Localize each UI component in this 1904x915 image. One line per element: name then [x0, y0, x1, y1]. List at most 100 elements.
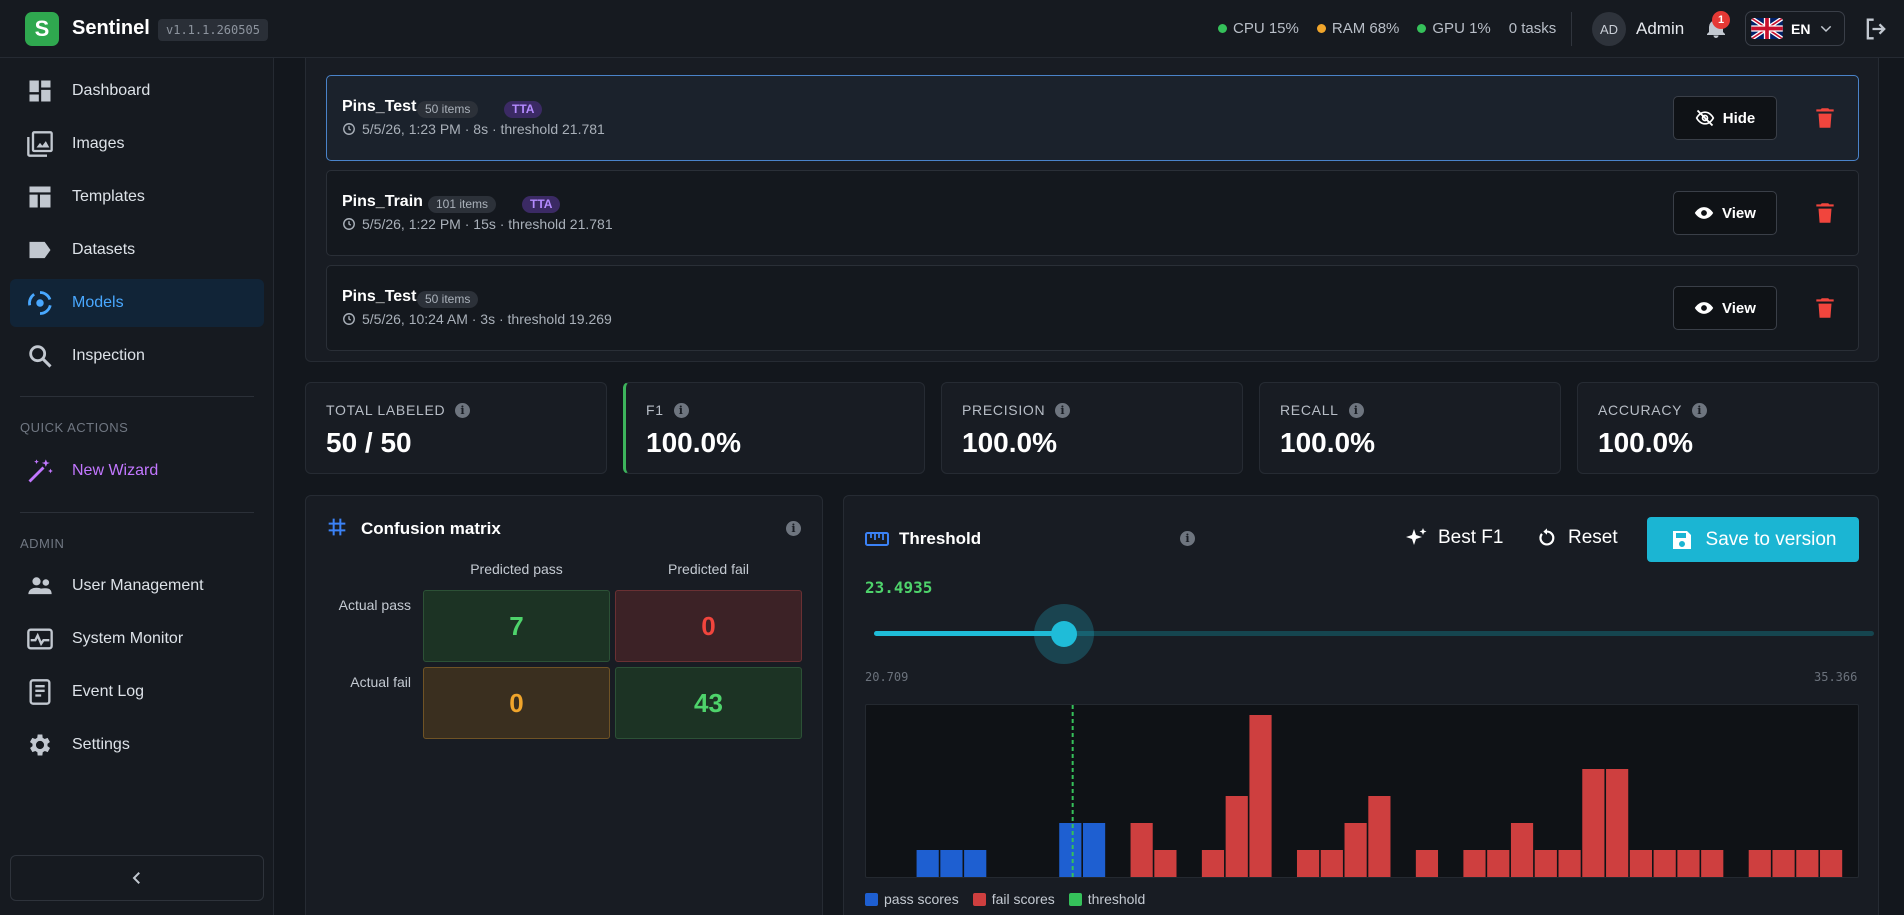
legend-label: fail scores — [991, 891, 1055, 907]
models-icon — [28, 291, 52, 315]
tasks-stat[interactable]: 0 tasks — [1508, 20, 1557, 37]
fail-score-bar — [1201, 850, 1225, 877]
view-run-button[interactable]: View — [1673, 191, 1777, 235]
fail-score-bar — [1820, 850, 1843, 877]
user-name[interactable]: Admin — [1636, 19, 1685, 38]
language-code: EN — [1791, 20, 1811, 37]
kpi-label-text: ACCURACY — [1598, 402, 1683, 418]
reset-button[interactable]: Reset — [1536, 516, 1618, 560]
run-card[interactable]: Pins_Train 101 items TTA 5/5/26, 1:22 PM… — [326, 170, 1859, 256]
legend-swatch — [972, 892, 986, 906]
fail-score-bar — [1344, 823, 1367, 877]
divider — [20, 512, 254, 513]
sidebar-item-label: Event Log — [72, 683, 145, 700]
legend-label: threshold — [1087, 891, 1146, 907]
logout-icon[interactable] — [1862, 15, 1890, 43]
best-f1-button[interactable]: Best F1 — [1404, 516, 1503, 560]
app-name: Sentinel — [72, 17, 150, 39]
slider-min-label: 20.709 — [865, 670, 909, 684]
info-icon[interactable]: i — [1180, 531, 1195, 546]
divider — [20, 396, 254, 397]
fail-score-bar — [1296, 850, 1320, 877]
view-run-button[interactable]: View — [1673, 286, 1777, 330]
tta-badge: TTA — [504, 101, 543, 118]
sidebar-item-system-monitor[interactable]: System Monitor — [10, 615, 264, 663]
search-icon — [29, 345, 52, 368]
cell-true-fail[interactable]: 43 — [615, 667, 802, 739]
fail-score-bar — [1415, 850, 1439, 877]
fail-score-bar — [1629, 850, 1652, 877]
button-label: Hide — [1722, 109, 1756, 127]
row-header-actual-pass: Actual pass — [338, 597, 411, 613]
delete-icon[interactable] — [1812, 105, 1838, 131]
score-histogram — [865, 704, 1859, 879]
button-label: View — [1722, 299, 1756, 317]
collapse-sidebar-button[interactable] — [10, 855, 264, 901]
sidebar-item-datasets[interactable]: Datasets — [10, 226, 264, 274]
monitor-icon — [27, 628, 53, 650]
gpu-stat: GPU 1% — [1417, 20, 1491, 37]
run-card[interactable]: Pins_Test 50 items TTA 5/5/26, 1:23 PM ·… — [326, 75, 1859, 161]
fail-score-bar — [1249, 715, 1272, 877]
sidebar-item-templates[interactable]: Templates — [10, 173, 264, 221]
sidebar-item-settings[interactable]: Settings — [10, 721, 264, 769]
run-card[interactable]: Pins_Test 50 items 5/5/26, 10:24 AM · 3s… — [326, 265, 1859, 351]
info-icon[interactable]: i — [1348, 402, 1364, 418]
dashboard-icon — [29, 80, 51, 102]
delete-icon[interactable] — [1812, 295, 1838, 321]
kpi-card-accuracy: ACCURACY i 100.0% — [1577, 382, 1879, 474]
fail-score-bar — [1606, 769, 1629, 877]
pass-score-bar — [940, 850, 963, 877]
event-log-icon — [29, 679, 51, 705]
kpi-label: TOTAL LABELED i — [326, 402, 471, 418]
eye-off-icon — [1695, 109, 1714, 127]
kpi-value: 100.0% — [646, 427, 741, 458]
sidebar-item-label: Settings — [72, 736, 130, 753]
cpu-stat: CPU 15% — [1218, 20, 1299, 37]
pass-score-bar — [1059, 823, 1082, 877]
gpu-status-dot — [1417, 24, 1427, 33]
sidebar-item-models[interactable]: Models — [10, 279, 264, 327]
info-icon[interactable]: i — [786, 521, 801, 536]
info-icon[interactable]: i — [1055, 402, 1071, 418]
delete-icon[interactable] — [1812, 200, 1838, 226]
fail-score-bar — [1796, 850, 1819, 877]
sidebar-item-dashboard[interactable]: Dashboard — [10, 67, 264, 115]
threshold-slider-thumb[interactable] — [1050, 621, 1077, 647]
cell-false-fail[interactable]: 0 — [615, 590, 802, 662]
run-meta-text: 5/5/26, 1:22 PM · 15s · threshold 21.781 — [362, 216, 613, 232]
pass-score-bar — [1083, 823, 1106, 877]
fail-score-bar — [1320, 850, 1343, 877]
reset-icon — [1539, 528, 1555, 546]
threshold-slider-track[interactable] — [874, 631, 1874, 636]
system-stats: CPU 15% RAM 68% GPU 1% 0 tasks — [1218, 20, 1556, 37]
ram-status-dot — [1316, 24, 1326, 33]
sidebar-item-images[interactable]: Images — [10, 120, 264, 168]
fail-score-bar — [1748, 850, 1771, 877]
app-logo[interactable]: S — [25, 12, 59, 46]
kpi-card-recall: RECALL i 100.0% — [1259, 382, 1561, 474]
legend-swatch — [1068, 892, 1082, 906]
cell-true-pass[interactable]: 7 — [423, 590, 610, 662]
info-icon[interactable]: i — [1692, 402, 1708, 418]
hide-run-button[interactable]: Hide — [1673, 96, 1777, 140]
new-wizard-button[interactable]: New Wizard — [10, 447, 264, 495]
sidebar-item-label: Images — [72, 135, 125, 152]
sidebar-item-inspection[interactable]: Inspection — [10, 332, 264, 380]
threshold-panel: Threshold i Best F1 Reset Save to versio… — [843, 495, 1879, 915]
info-icon[interactable]: i — [673, 402, 689, 418]
info-icon[interactable]: i — [455, 402, 471, 418]
fail-score-bar — [1130, 823, 1153, 877]
save-to-version-button[interactable]: Save to version — [1647, 517, 1859, 562]
sidebar-item-user-management[interactable]: User Management — [10, 562, 264, 610]
sidebar-item-event-log[interactable]: Event Log — [10, 668, 264, 716]
cell-false-pass[interactable]: 0 — [423, 667, 610, 739]
item-count-badge: 50 items — [417, 101, 479, 118]
sidebar-item-label: User Management — [72, 577, 204, 594]
avatar[interactable]: AD — [1592, 12, 1626, 46]
language-select[interactable]: EN — [1745, 11, 1845, 46]
item-count-badge: 101 items — [428, 196, 497, 213]
pass-score-bar — [964, 850, 987, 877]
sidebar-item-label: Inspection — [72, 347, 145, 364]
kpi-value: 100.0% — [1598, 427, 1693, 458]
